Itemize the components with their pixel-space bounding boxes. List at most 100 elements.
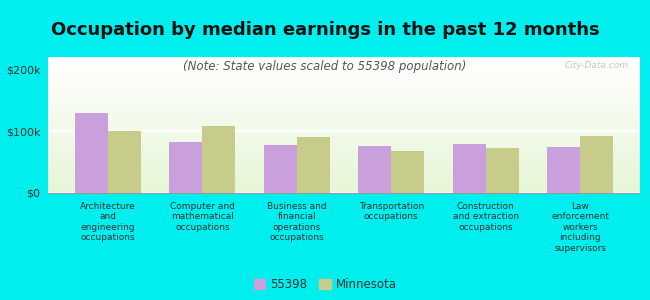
Bar — [48, 170, 640, 171]
Bar — [48, 80, 640, 81]
Bar — [48, 158, 640, 159]
Bar — [48, 89, 640, 90]
Bar — [48, 151, 640, 152]
Bar — [48, 64, 640, 65]
Text: (Note: State values scaled to 55398 population): (Note: State values scaled to 55398 popu… — [183, 60, 467, 73]
Bar — [48, 186, 640, 187]
Bar — [486, 148, 519, 193]
Bar — [48, 84, 640, 85]
Bar — [48, 191, 640, 192]
Bar — [48, 174, 640, 175]
Bar — [48, 78, 640, 79]
Bar — [48, 76, 640, 77]
Bar — [48, 112, 640, 113]
Bar — [48, 154, 640, 155]
Bar — [48, 145, 640, 146]
Bar — [48, 66, 640, 67]
Bar — [48, 113, 640, 114]
Bar — [202, 126, 235, 193]
Bar — [452, 144, 486, 193]
Bar — [48, 176, 640, 177]
Bar — [547, 147, 580, 193]
Bar — [48, 157, 640, 158]
Bar — [48, 103, 640, 104]
Bar — [75, 112, 108, 193]
Bar — [48, 106, 640, 107]
Bar — [48, 152, 640, 153]
Bar — [48, 130, 640, 131]
Bar — [48, 114, 640, 115]
Bar — [48, 141, 640, 142]
Bar — [48, 142, 640, 143]
Bar — [48, 134, 640, 135]
Bar — [48, 67, 640, 68]
Bar — [48, 168, 640, 169]
Bar — [48, 71, 640, 72]
Bar — [48, 125, 640, 126]
Bar — [391, 151, 424, 193]
Bar — [48, 69, 640, 70]
Bar — [48, 96, 640, 97]
Bar — [48, 131, 640, 132]
Bar — [48, 135, 640, 136]
Bar — [580, 136, 613, 193]
Bar — [48, 175, 640, 176]
Bar — [48, 61, 640, 62]
Bar — [48, 150, 640, 151]
Bar — [48, 110, 640, 111]
Bar — [48, 165, 640, 166]
Bar — [48, 129, 640, 130]
Bar — [48, 183, 640, 184]
Bar — [48, 97, 640, 98]
Bar — [48, 139, 640, 140]
Bar — [48, 104, 640, 105]
Bar — [48, 121, 640, 122]
Bar — [48, 72, 640, 73]
Bar — [48, 118, 640, 119]
Bar — [48, 59, 640, 60]
Text: Occupation by median earnings in the past 12 months: Occupation by median earnings in the pas… — [51, 21, 599, 39]
Bar — [48, 57, 640, 58]
Bar — [48, 75, 640, 76]
Bar — [48, 180, 640, 181]
Legend: 55398, Minnesota: 55398, Minnesota — [254, 278, 396, 291]
Bar — [48, 137, 640, 138]
Bar — [358, 146, 391, 193]
Bar — [48, 92, 640, 93]
Bar — [48, 146, 640, 147]
Bar — [48, 77, 640, 78]
Bar — [48, 83, 640, 84]
Bar — [48, 81, 640, 82]
Bar — [48, 68, 640, 69]
Bar — [108, 131, 141, 193]
Bar — [48, 74, 640, 75]
Bar — [48, 189, 640, 190]
Bar — [48, 60, 640, 61]
Bar — [48, 109, 640, 110]
Bar — [170, 142, 202, 193]
Bar — [48, 95, 640, 96]
Bar — [264, 145, 297, 193]
Bar — [48, 144, 640, 145]
Bar — [48, 107, 640, 108]
Text: City-Data.com: City-Data.com — [564, 61, 628, 70]
Bar — [48, 111, 640, 112]
Bar — [48, 116, 640, 117]
Bar — [48, 178, 640, 179]
Bar — [48, 173, 640, 174]
Bar — [48, 159, 640, 160]
Bar — [48, 164, 640, 165]
Bar — [48, 98, 640, 99]
Bar — [48, 102, 640, 103]
Bar — [48, 100, 640, 101]
Bar — [48, 192, 640, 193]
Bar — [48, 156, 640, 157]
Bar — [48, 73, 640, 74]
Bar — [48, 126, 640, 127]
Bar — [48, 120, 640, 121]
Bar — [48, 184, 640, 185]
Bar — [48, 162, 640, 163]
Bar — [48, 171, 640, 172]
Bar — [48, 123, 640, 124]
Bar — [48, 149, 640, 150]
